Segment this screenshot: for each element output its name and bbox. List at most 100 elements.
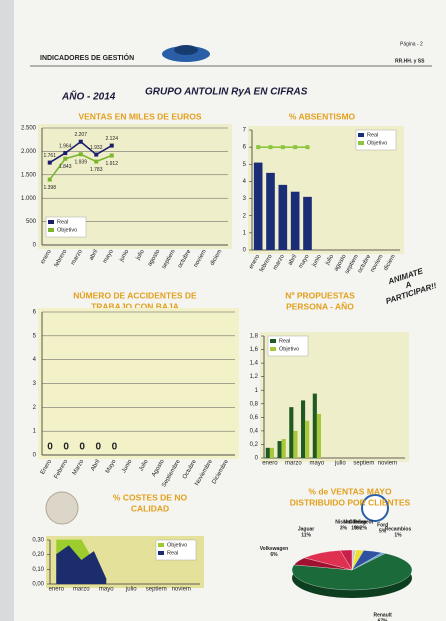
pie-value: 6% [270,552,278,558]
pie-value: 5% [379,528,387,534]
legend-box [355,129,397,151]
y-tick-label: 0 [243,248,247,254]
x-tick-label: julio [324,253,335,267]
legend-swatch [48,228,54,232]
chart-title: % ABSENTISMO [289,111,356,121]
y-tick-label: 1,2 [250,374,259,380]
bar [293,430,298,458]
chart-title: DISTRIBUIDO POR CLIENTES [290,497,411,507]
data-label: 1.761 [43,153,56,159]
x-tick-label: noviem [172,587,191,593]
marker [94,159,99,164]
legend-label: Real [57,219,68,225]
photo-decoration [45,491,79,525]
x-tick-label: Julio [138,458,150,472]
legend-swatch [48,220,54,224]
y-tick-label: 0 [33,453,37,459]
legend-swatch [358,133,364,137]
bar [266,172,275,250]
legend-box [267,335,309,357]
x-tick-label: septiem [146,587,167,593]
marker [78,152,83,157]
chart-title: Nº PROPUESTAS [285,290,355,300]
y-tick-label: 0,2 [250,442,259,448]
pie-value: 11% [301,533,311,539]
pie-label: Peugeot [353,520,373,526]
legend-label: Objetivo [167,542,187,548]
y-tick-label: 2.000 [21,149,37,155]
x-tick-label: marzo [285,461,302,467]
legend-label: Real [167,550,178,556]
marker [94,152,99,157]
chart-title: % COSTES DE NO [113,492,188,502]
data-label: 2.207 [74,132,87,138]
page-edge [0,0,14,621]
marker [47,160,52,165]
data-label: 0 [112,442,118,453]
y-tick-label: 6 [243,145,247,151]
chart-title: VENTAS EN MILES DE EUROS [78,111,201,121]
pie-label: Mercedes [343,519,366,525]
data-label: 0 [79,442,85,453]
page-number: Página - 2 [400,41,423,47]
x-tick-label: Abril [90,459,101,472]
pie-value: 2% [360,526,368,532]
bar [265,447,270,458]
y-tick-label: 4 [243,179,247,185]
data-label: 1.783 [90,167,103,173]
pie-slice [291,553,413,591]
year: AÑO - 2014 [61,90,116,103]
pie-label: Jaguar [298,527,314,533]
x-tick-label: noviem [378,461,397,467]
marker [78,139,83,144]
pie-label: Citröen [349,519,367,525]
y-tick-label: 500 [26,219,37,225]
legend-swatch [358,141,364,145]
legend-swatch [270,339,276,343]
y-tick-label: 1 [255,388,259,394]
chart-title: PERSONA - AÑO [286,301,354,311]
marker [305,145,310,150]
marker [47,177,52,182]
bar [278,184,288,250]
bar [305,420,310,458]
y-tick-label: 1.000 [21,196,37,202]
section: INDICADORES DE GESTIÓN [40,53,134,62]
y-tick-label: 5 [243,162,247,168]
y-tick-label: 0 [33,243,37,249]
bar [253,162,263,250]
marker [268,145,273,150]
marker [256,145,261,150]
pie-value: 1% [351,525,359,531]
y-tick-label: 6 [33,310,37,316]
bar [289,407,294,458]
marker [63,156,68,161]
y-tick-label: 3 [33,381,37,387]
data-label: 1.932 [90,145,103,151]
y-tick-label: 0,20 [32,552,44,558]
legend-swatch [158,551,164,555]
data-label: 1.964 [59,143,72,149]
pie-label: Nissan [335,520,351,526]
marker [109,143,114,148]
annotation: A [403,280,412,291]
pie-value: 67% [378,618,389,621]
data-label: 1.939 [74,160,87,166]
bar [277,441,282,458]
y-tick-label: 2.500 [21,126,37,132]
chart-title: TRABAJO CON BAJA [91,301,179,311]
legend-swatch [158,543,164,547]
y-tick-label: 0,8 [250,401,259,407]
y-tick-label: 0,4 [250,428,259,434]
y-tick-label: 1 [33,429,37,435]
department: RR.HH. y SS [395,58,425,64]
y-tick-label: 0,30 [32,538,44,544]
pie-slice [340,549,353,571]
check-decoration [361,494,389,522]
chart-title: % de VENTAS MAYO [308,486,392,496]
legend-box [45,216,87,238]
pie-value: 1% [394,533,402,539]
legend-label: Objetivo [279,346,299,352]
chart-title: CALIDAD [131,503,169,513]
